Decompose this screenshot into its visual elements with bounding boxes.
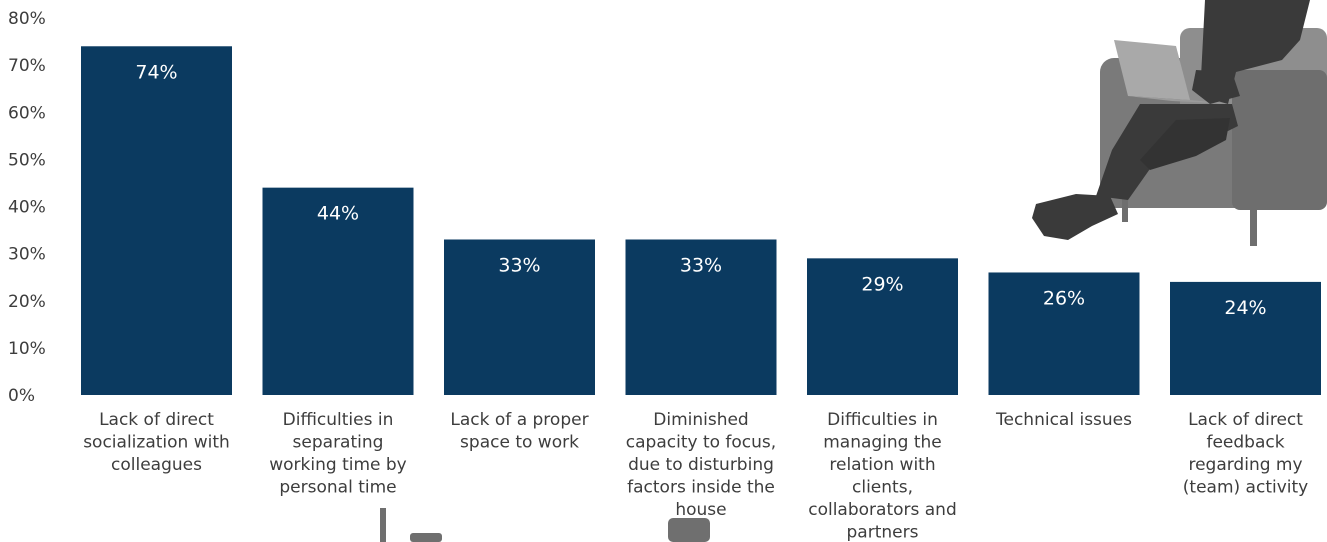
bar [625,239,777,395]
x-tick-label: Difficulties in [283,410,394,430]
partial-illustration-shapes [380,508,710,542]
x-tick-label: Lack of direct [1188,410,1303,430]
data-label: 33% [498,254,540,276]
x-tick-label: relation with [829,455,935,475]
x-tick-label: managing the [823,433,942,453]
bar [444,239,595,395]
data-label: 26% [1043,287,1085,309]
x-tick-label: space to work [460,433,579,453]
x-tick-label: working time by [269,455,407,475]
x-tick-label: Diminished [653,410,748,430]
x-tick-label: socialization with [83,433,230,453]
x-tick-label: feedback [1206,433,1284,453]
x-tick-label: (team) activity [1183,478,1308,498]
y-tick-label: 60% [8,103,46,123]
x-tick-label: due to disturbing [628,455,774,475]
x-tick-label: personal time [279,478,396,498]
bar [81,46,232,396]
x-tick-label: house [675,500,726,520]
x-tick-label: regarding my [1188,455,1302,475]
bar [988,272,1140,395]
x-tick-label: factors inside the [627,478,775,498]
x-tick-label: collaborators and [808,500,957,520]
x-axis-categories: Lack of direct socialization withcolleagu… [83,410,1308,542]
y-tick-label: 70% [8,56,46,76]
x-tick-label: Technical issues [995,410,1132,430]
y-tick-label: 40% [8,198,46,218]
data-label: 44% [317,203,359,225]
y-tick-label: 50% [8,150,46,170]
y-axis: 0% 10% 20% 30% 40% 50% 60% 70% 80% [8,9,46,406]
x-tick-label: partners [847,523,919,542]
x-tick-label: separating [293,433,384,453]
x-tick-label: colleagues [111,455,202,475]
data-label: 74% [135,61,177,83]
y-tick-label: 20% [8,292,46,312]
x-tick-label: capacity to focus, [626,433,776,453]
data-label: 24% [1224,297,1266,319]
y-tick-label: 10% [8,339,46,359]
y-tick-label: 80% [8,9,46,29]
bar [1170,281,1321,395]
y-tick-label: 0% [8,386,35,406]
bar [262,187,414,395]
data-label: 33% [680,254,722,276]
person-armchair-illustration [1032,0,1327,246]
x-tick-label: Lack of a proper [450,410,588,430]
x-tick-label: clients, [852,478,913,498]
x-tick-label: Lack of direct [99,410,214,430]
data-label: 29% [861,273,903,295]
x-tick-label: Difficulties in [827,410,938,430]
bar [807,258,958,395]
bars [81,46,1321,396]
y-tick-label: 30% [8,245,46,265]
data-labels: 74% 44% 33% 33% 29% 26% 24% [135,61,1266,319]
